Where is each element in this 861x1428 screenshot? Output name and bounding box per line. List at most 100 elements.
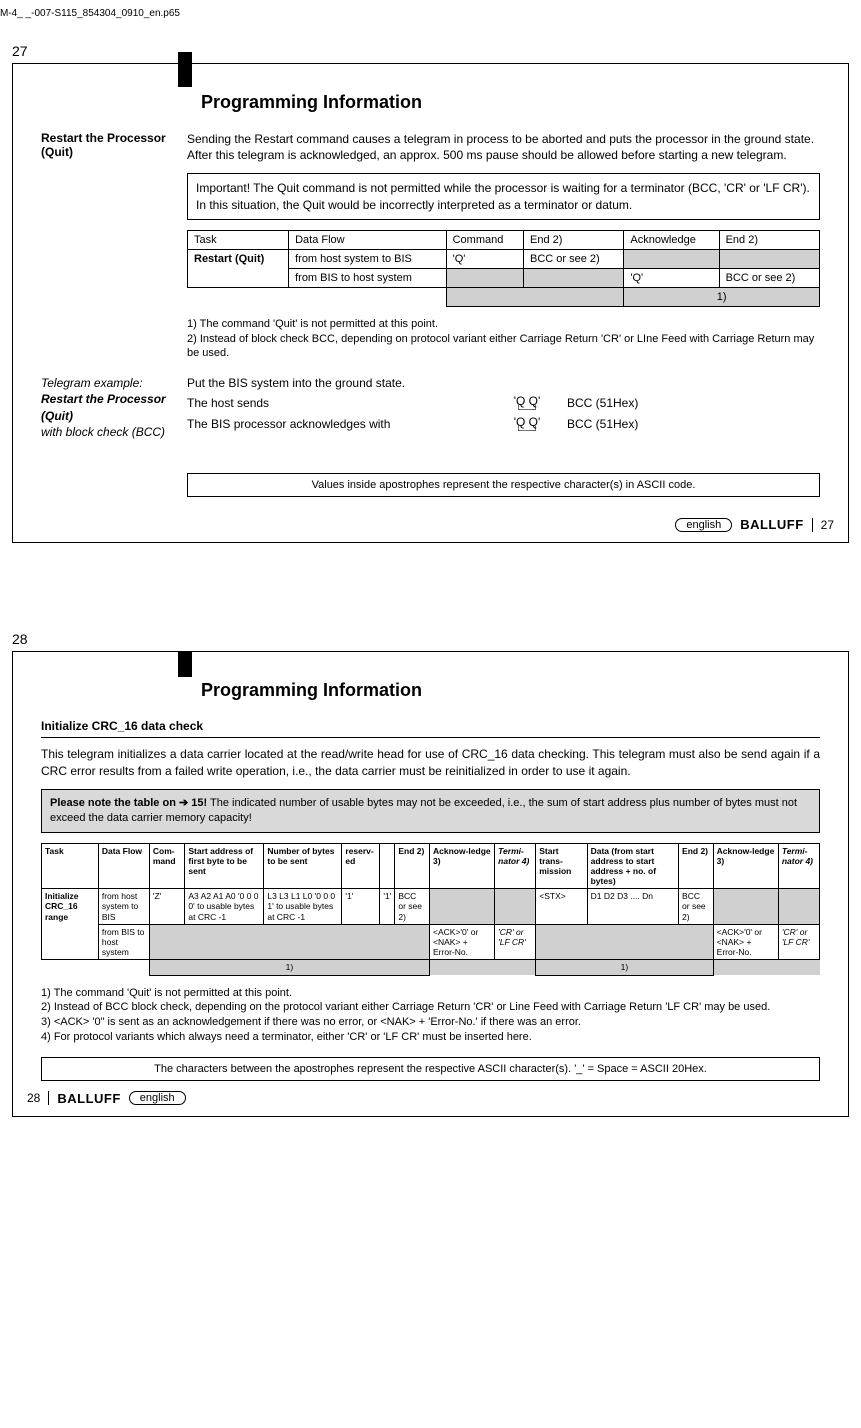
th-ack: Acknowledge (624, 230, 719, 249)
wf-2: 1) (536, 960, 713, 975)
page-27-frame: Programming Information Restart the Proc… (12, 63, 849, 543)
wr1-cmd: 'Z' (149, 889, 185, 925)
example-l3-lab: The BIS processor acknowledges with (187, 417, 487, 431)
wh3: Start address of first byte to be sent (185, 843, 264, 889)
td-r2-ack: 'Q' (624, 268, 719, 287)
hr-icon (41, 737, 820, 738)
td-r2-end-grey (523, 268, 623, 287)
restart-command-table: Task Data Flow Command End 2) Acknowledg… (187, 230, 820, 307)
wr2-ack: <ACK>'0' or <NAK> + Error-No. (430, 924, 495, 960)
example-l3-bcc: BCC (51Hex) (567, 417, 687, 431)
wr1-start: A3 A2 A1 A0 '0 0 0 0' to usable bytes at… (185, 889, 264, 925)
wr2-grey1 (149, 924, 429, 960)
wr1-end2: BCC or see 2) (679, 889, 714, 925)
wr1-ack-grey (430, 889, 495, 925)
wh5: reserv-ed (342, 843, 380, 889)
example-h2: Restart the Processor (Quit) (41, 391, 171, 423)
td-r1-ack-grey (624, 249, 719, 268)
bracket-icon: └──┘ (487, 408, 567, 412)
doc-file-header: M-4_ _-007-S115_854304_0910_en.p65 (0, 0, 861, 39)
accent-bar-icon (178, 52, 192, 87)
cfn3: 3) <ACK> '0" is sent as an acknowledgeme… (41, 1015, 820, 1030)
th-end2b: End 2) (719, 230, 819, 249)
section-title-27: Programming Information (13, 64, 848, 131)
wr2-flow: from BIS to host system (98, 924, 149, 960)
wh14: Termi-nator 4) (778, 843, 819, 889)
page-28-frame: Programming Information Initialize CRC_1… (12, 651, 849, 1117)
bracket-icon-2: └──┘ (487, 429, 567, 433)
td-r1-flow: from host system to BIS (289, 249, 447, 268)
td-empty (188, 287, 447, 306)
wr1-stx: <STX> (536, 889, 587, 925)
wr1-term-grey (495, 889, 536, 925)
page-marker-27: 27 (0, 39, 861, 59)
example-l2-lab: The host sends (187, 396, 487, 410)
wh13: Acknow-ledge 3) (713, 843, 778, 889)
td-r2-cmd-grey (446, 268, 523, 287)
crc-note-bold: Please note the table on ➔ 15! (50, 797, 207, 809)
td-r1-end2-grey (719, 249, 819, 268)
wr1-task: Initialize CRC_16 range (42, 889, 99, 960)
wf-empty3 (713, 960, 819, 975)
th-flow: Data Flow (289, 230, 447, 249)
td-r1-cmd: 'Q' (446, 249, 523, 268)
cfn1: 1) The command 'Quit' is not permitted a… (41, 986, 820, 1001)
example-l3-val: 'Q Q' └──┘ (487, 415, 567, 433)
wh9: Termi-nator 4) (495, 843, 536, 889)
crc-footnotes: 1) The command 'Quit' is not permitted a… (41, 986, 820, 1045)
wh10: Start trans-mission (536, 843, 587, 889)
wr1-ack2-grey (713, 889, 778, 925)
ascii-note-27: Values inside apostrophes represent the … (187, 473, 820, 497)
td-task: Restart (Quit) (188, 249, 289, 287)
wr1-data: D1 D2 D3 .... Dn (587, 889, 678, 925)
wh6 (380, 843, 395, 889)
task-label: Restart (Quit) (194, 253, 264, 265)
wf-empty (42, 960, 150, 975)
example-h1: Telegram example: (41, 375, 171, 391)
accent-bar-icon-2 (178, 651, 192, 677)
page-marker-28: 28 (0, 627, 861, 647)
lang-badge-27: english (675, 518, 732, 532)
td-r1-end: BCC or see 2) (523, 249, 623, 268)
example-l1: Put the BIS system into the ground state… (187, 375, 820, 391)
cfn2: 2) Instead of BCC block check, depending… (41, 1000, 820, 1015)
wr1-blank: '1' (380, 889, 395, 925)
wf-empty2 (430, 960, 536, 975)
page-num-28: 28 (27, 1091, 40, 1105)
ascii-note-28: The characters between the apostrophes r… (41, 1057, 820, 1081)
th-task: Task (188, 230, 289, 249)
wr1-task-label: Initialize CRC_16 range (45, 891, 79, 921)
wh4: Number of bytes to be sent (264, 843, 342, 889)
restart-heading: Restart the Processor (Quit) (41, 131, 171, 159)
wh12: End 2) (679, 843, 714, 889)
brand-28: BALLUFF (57, 1091, 120, 1106)
crc-para: This telegram initializes a data carrier… (41, 746, 820, 778)
wr2-grey2 (536, 924, 713, 960)
restart-para: Sending the Restart command causes a tel… (187, 131, 820, 163)
cfn4: 4) For protocol variants which always ne… (41, 1030, 820, 1045)
restart-footnotes: 1) The command 'Quit' is not permitted a… (187, 317, 820, 362)
td-r2-end2: BCC or see 2) (719, 268, 819, 287)
wr2-term2: 'CR' or 'LF CR' (778, 924, 819, 960)
section-title-28: Programming Information (13, 652, 848, 719)
example-l2-bcc: BCC (51Hex) (567, 396, 687, 410)
wr1-res: '1' (342, 889, 380, 925)
crc-heading: Initialize CRC_16 data check (41, 719, 820, 733)
wh8: Acknow-ledge 3) (430, 843, 495, 889)
example-l2-val: 'Q Q' └──┘ (487, 394, 567, 412)
wf-1: 1) (149, 960, 429, 975)
fn1: 1) The command 'Quit' is not permitted a… (187, 317, 820, 332)
divider-icon-2 (48, 1091, 49, 1105)
wr2-ack2: <ACK>'0' or <NAK> + Error-No. (713, 924, 778, 960)
divider-icon (812, 518, 813, 532)
td-foot-grey (446, 287, 624, 306)
td-r2-flow: from BIS to host system (289, 268, 447, 287)
wh2: Com-mand (149, 843, 185, 889)
brand-27: BALLUFF (740, 517, 803, 532)
wh11: Data (from start address to start addres… (587, 843, 678, 889)
th-cmd: Command (446, 230, 523, 249)
fn2: 2) Instead of block check BCC, depending… (187, 332, 820, 362)
wr1-flow: from host system to BIS (98, 889, 149, 925)
wr1-num: L3 L3 L1 L0 '0 0 0 1' to usable bytes at… (264, 889, 342, 925)
wr1-term2-grey (778, 889, 819, 925)
